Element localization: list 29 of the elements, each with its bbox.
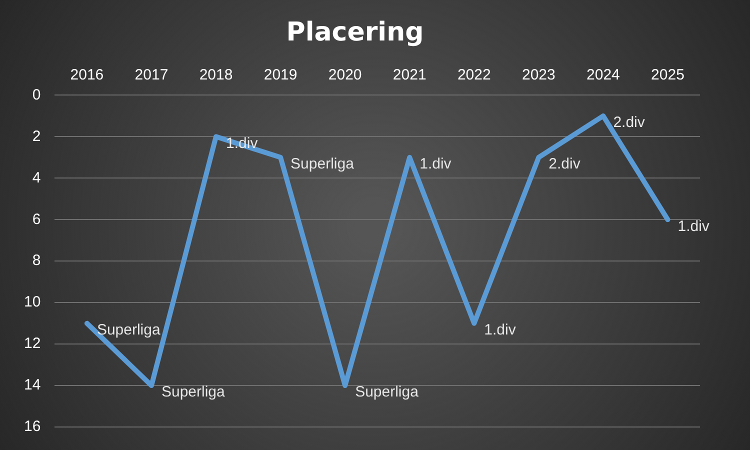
x-tick-label: 2024 <box>586 66 620 84</box>
annotation: 1.div <box>484 321 516 338</box>
annotation: Superliga <box>290 156 355 173</box>
annotation: Superliga <box>355 384 420 401</box>
x-tick-label: 2021 <box>392 66 426 84</box>
y-tick-label: 14 <box>24 376 41 394</box>
annotation: Superliga <box>161 384 226 401</box>
y-tick-label: 12 <box>24 335 41 352</box>
y-tick-label: 4 <box>32 169 41 186</box>
y-tick-label: 2 <box>32 128 41 145</box>
x-tick-label: 2016 <box>70 66 104 84</box>
annotation: 1.div <box>678 218 710 235</box>
annotation: Superliga <box>96 321 161 338</box>
annotation: 2.div <box>613 114 646 132</box>
chart-title: Placering <box>286 17 424 48</box>
x-tick-label: 2017 <box>134 66 168 84</box>
annotation: 1.div <box>420 156 452 173</box>
y-tick-label: 0 <box>32 86 41 104</box>
x-tick-label: 2023 <box>522 66 556 84</box>
x-tick-label: 2025 <box>651 66 684 84</box>
y-tick-label: 8 <box>32 252 41 270</box>
y-tick-label: 10 <box>24 294 41 311</box>
x-tick-label: 2018 <box>199 66 233 84</box>
x-tick-label: 2019 <box>264 66 298 84</box>
annotation: 2.div <box>548 156 581 173</box>
x-tick-label: 2022 <box>457 66 491 84</box>
y-tick-label: 16 <box>24 418 41 436</box>
y-tick-label: 6 <box>32 210 41 228</box>
x-tick-label: 2020 <box>328 66 362 84</box>
